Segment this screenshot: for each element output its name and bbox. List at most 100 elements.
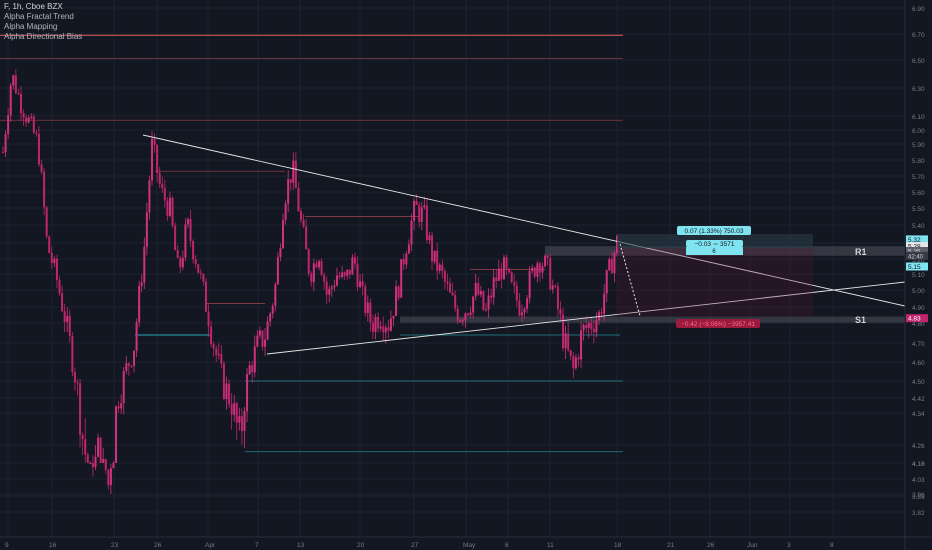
candle-body (135, 322, 138, 351)
candle-body (284, 203, 287, 221)
candle-body (335, 275, 338, 286)
candle-body (600, 312, 603, 314)
candle-body (366, 302, 369, 314)
candle-body (207, 311, 210, 327)
price-tick-label: 6.00 (912, 128, 925, 135)
candle-body (204, 281, 207, 312)
price-tick-label: 4.70 (912, 341, 925, 348)
price-tick-label: 3.89 (912, 494, 925, 501)
candle-body (271, 305, 274, 314)
candle-body (300, 211, 303, 220)
candle-body (569, 350, 572, 357)
candle-body (238, 416, 241, 423)
candle-body (122, 370, 125, 404)
symbol-title[interactable]: F, 1h, Cboe BZX (4, 2, 63, 11)
candle-body (451, 292, 454, 296)
date-tick-label: 11 (547, 542, 554, 549)
candle-body (55, 258, 58, 281)
candle-body (37, 133, 40, 165)
price-tick-label: 4.42 (912, 396, 925, 403)
price-tick-label: 5.00 (912, 288, 925, 295)
date-tick-label: 27 (411, 542, 419, 549)
candle-body (472, 296, 475, 313)
candle-body (418, 204, 421, 222)
candle-body (407, 244, 410, 254)
trendlines[interactable] (142, 134, 906, 355)
candle-body (572, 356, 575, 369)
price-tick-label: 4.26 (912, 443, 925, 450)
candle-body (45, 207, 48, 237)
measure-inner-label-bg (686, 240, 743, 247)
indicator-directional-bias[interactable]: Alpha Directional Bias (4, 32, 83, 41)
candle-body (551, 285, 554, 290)
candle-body (9, 85, 12, 116)
price-tick-label: 6.70 (912, 32, 925, 39)
candle-body (423, 205, 426, 208)
candle-body (240, 416, 243, 431)
candle-body (567, 333, 570, 351)
price-tick-label: 4.50 (912, 379, 925, 386)
zone-label-s1: S1 (855, 315, 866, 325)
candle-body (613, 253, 616, 274)
measure-top-label-bg (677, 226, 751, 235)
candle-body (220, 354, 223, 364)
candle-body (312, 263, 315, 282)
candle-body (264, 339, 267, 347)
candle-body (425, 205, 428, 241)
candle-body (222, 363, 225, 399)
candle-body (12, 75, 15, 86)
candle-body (79, 383, 82, 435)
candle-body (484, 309, 487, 311)
candle-body (171, 197, 174, 226)
price-badge-bg (906, 235, 928, 244)
candle-body (199, 272, 202, 274)
candle-body (197, 263, 200, 273)
candle-body (603, 293, 606, 314)
candle-body (50, 252, 53, 264)
candle-body (359, 281, 362, 288)
candle-body (610, 258, 613, 274)
candle-body (315, 263, 318, 268)
candle-body (585, 324, 588, 328)
candle-body (109, 468, 112, 486)
measure-inner-label-2: 6 (712, 249, 716, 255)
price-tick-label: 6.30 (912, 86, 925, 93)
countdown-badge-bg (906, 251, 928, 260)
price-tick-label: 4.80 (912, 321, 925, 328)
candle-body (125, 363, 128, 371)
candle-body (99, 437, 102, 463)
candle-body (382, 326, 385, 333)
candle-body (536, 263, 539, 277)
candle-body (307, 249, 310, 274)
candle-body (22, 113, 25, 118)
price-tick-label: 5.60 (912, 190, 925, 197)
candle-body (30, 116, 33, 118)
candle-body (400, 259, 403, 298)
indicator-mapping[interactable]: Alpha Mapping (4, 22, 58, 31)
candle-body (384, 327, 387, 333)
candle-body (495, 277, 498, 281)
candle-body (289, 179, 292, 183)
candle-body (464, 313, 467, 321)
candle-body (520, 312, 523, 316)
price-tick-label: 4.03 (912, 477, 925, 484)
candle-body (148, 180, 151, 213)
candle-body (266, 321, 269, 340)
candle-body (210, 326, 213, 345)
candle-body (107, 469, 110, 486)
candle-body (145, 212, 148, 247)
candle-body (192, 241, 195, 260)
price-badge-bg (906, 314, 928, 323)
indicator-fractal-trend[interactable]: Alpha Fractal Trend (4, 12, 74, 21)
candle-body (112, 463, 115, 469)
candle-body (287, 179, 290, 204)
date-tick-label: 9 (5, 542, 9, 549)
candle-body (61, 293, 64, 312)
candle-body (228, 383, 231, 405)
candle-body (348, 269, 351, 275)
price-tick-label: 3.96 (912, 492, 925, 499)
